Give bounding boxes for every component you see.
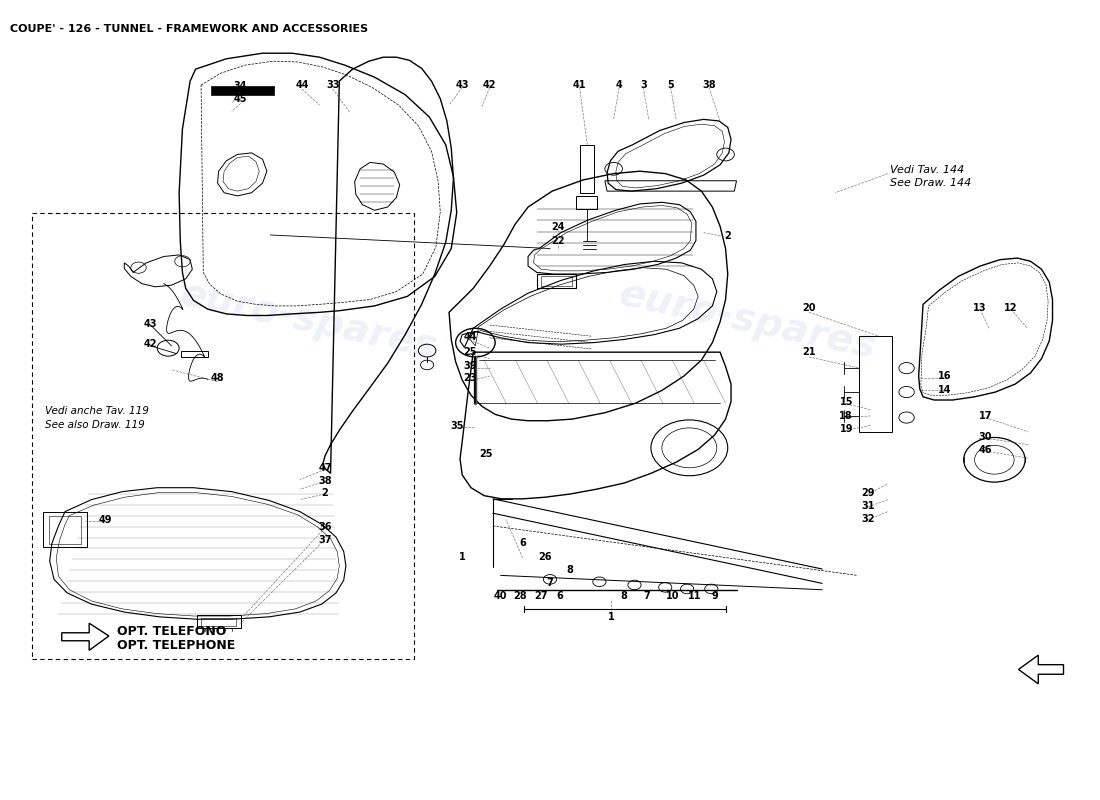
Text: 43: 43 (144, 319, 157, 330)
Text: 6: 6 (519, 538, 526, 549)
Text: 7: 7 (644, 591, 650, 601)
Text: 25: 25 (480, 450, 493, 459)
Text: 41: 41 (573, 80, 586, 90)
Text: COUPE' - 126 - TUNNEL - FRAMEWORK AND ACCESSORIES: COUPE' - 126 - TUNNEL - FRAMEWORK AND AC… (10, 24, 368, 34)
Text: 17: 17 (979, 411, 992, 421)
Text: euro-spares: euro-spares (616, 274, 880, 366)
Text: OPT. TELEFONO: OPT. TELEFONO (117, 625, 226, 638)
Text: euro-spares: euro-spares (177, 274, 441, 366)
Text: 20: 20 (802, 302, 816, 313)
Text: 42: 42 (483, 80, 496, 90)
Text: Vedi anche Tav. 119: Vedi anche Tav. 119 (45, 406, 150, 416)
Text: 8: 8 (620, 591, 627, 601)
Text: 31: 31 (861, 501, 875, 511)
Text: 36: 36 (318, 522, 332, 532)
Text: OPT. TELEPHONE: OPT. TELEPHONE (117, 639, 234, 652)
Text: 8: 8 (566, 565, 573, 575)
Text: 1: 1 (459, 552, 465, 562)
Text: 23: 23 (463, 374, 476, 383)
Text: 46: 46 (979, 446, 992, 455)
Text: 7: 7 (547, 578, 553, 588)
Text: 15: 15 (839, 398, 853, 407)
Text: 11: 11 (689, 591, 702, 601)
Text: 35: 35 (450, 422, 463, 431)
Text: 26: 26 (538, 552, 551, 562)
Text: 25: 25 (463, 347, 476, 357)
Text: 12: 12 (1004, 302, 1018, 313)
Text: See Draw. 144: See Draw. 144 (890, 178, 971, 188)
Text: Vedi Tav. 144: Vedi Tav. 144 (890, 165, 965, 175)
Text: 47: 47 (318, 462, 332, 473)
Text: 49: 49 (99, 515, 112, 526)
Text: 44: 44 (463, 332, 476, 342)
Text: 2: 2 (321, 488, 329, 498)
Text: 28: 28 (514, 591, 527, 601)
Text: 1: 1 (608, 612, 615, 622)
Text: 48: 48 (211, 374, 224, 383)
Text: 10: 10 (667, 591, 680, 601)
Text: 18: 18 (839, 411, 854, 421)
Text: See also Draw. 119: See also Draw. 119 (45, 420, 145, 430)
Text: 40: 40 (494, 591, 507, 601)
Text: 42: 42 (144, 339, 157, 349)
Text: 43: 43 (455, 80, 469, 90)
Text: 38: 38 (318, 475, 332, 486)
Text: 4: 4 (616, 80, 623, 90)
Text: 27: 27 (535, 591, 548, 601)
Text: 45: 45 (234, 94, 248, 104)
Text: 30: 30 (979, 433, 992, 442)
Text: 34: 34 (234, 81, 248, 91)
Text: 13: 13 (974, 302, 987, 313)
Text: 2: 2 (725, 230, 732, 241)
Polygon shape (212, 87, 274, 95)
Text: 38: 38 (702, 80, 716, 90)
Text: 3: 3 (640, 80, 647, 90)
Text: 21: 21 (802, 347, 816, 357)
Text: 5: 5 (668, 80, 674, 90)
Text: 19: 19 (839, 425, 853, 434)
Text: 32: 32 (861, 514, 875, 524)
Text: 24: 24 (551, 222, 564, 232)
Text: 33: 33 (326, 80, 340, 90)
Text: 9: 9 (712, 591, 718, 601)
Text: 6: 6 (557, 591, 563, 601)
Text: 39: 39 (463, 361, 476, 370)
Text: 37: 37 (318, 534, 332, 545)
Text: 22: 22 (551, 235, 564, 246)
Text: 14: 14 (938, 385, 952, 394)
Text: 16: 16 (938, 371, 952, 381)
Text: 44: 44 (295, 80, 309, 90)
Text: 29: 29 (861, 488, 875, 498)
